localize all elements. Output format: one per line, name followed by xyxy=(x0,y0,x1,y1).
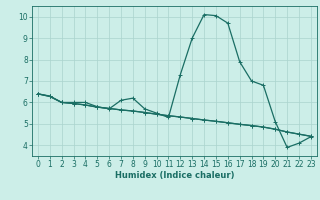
X-axis label: Humidex (Indice chaleur): Humidex (Indice chaleur) xyxy=(115,171,234,180)
